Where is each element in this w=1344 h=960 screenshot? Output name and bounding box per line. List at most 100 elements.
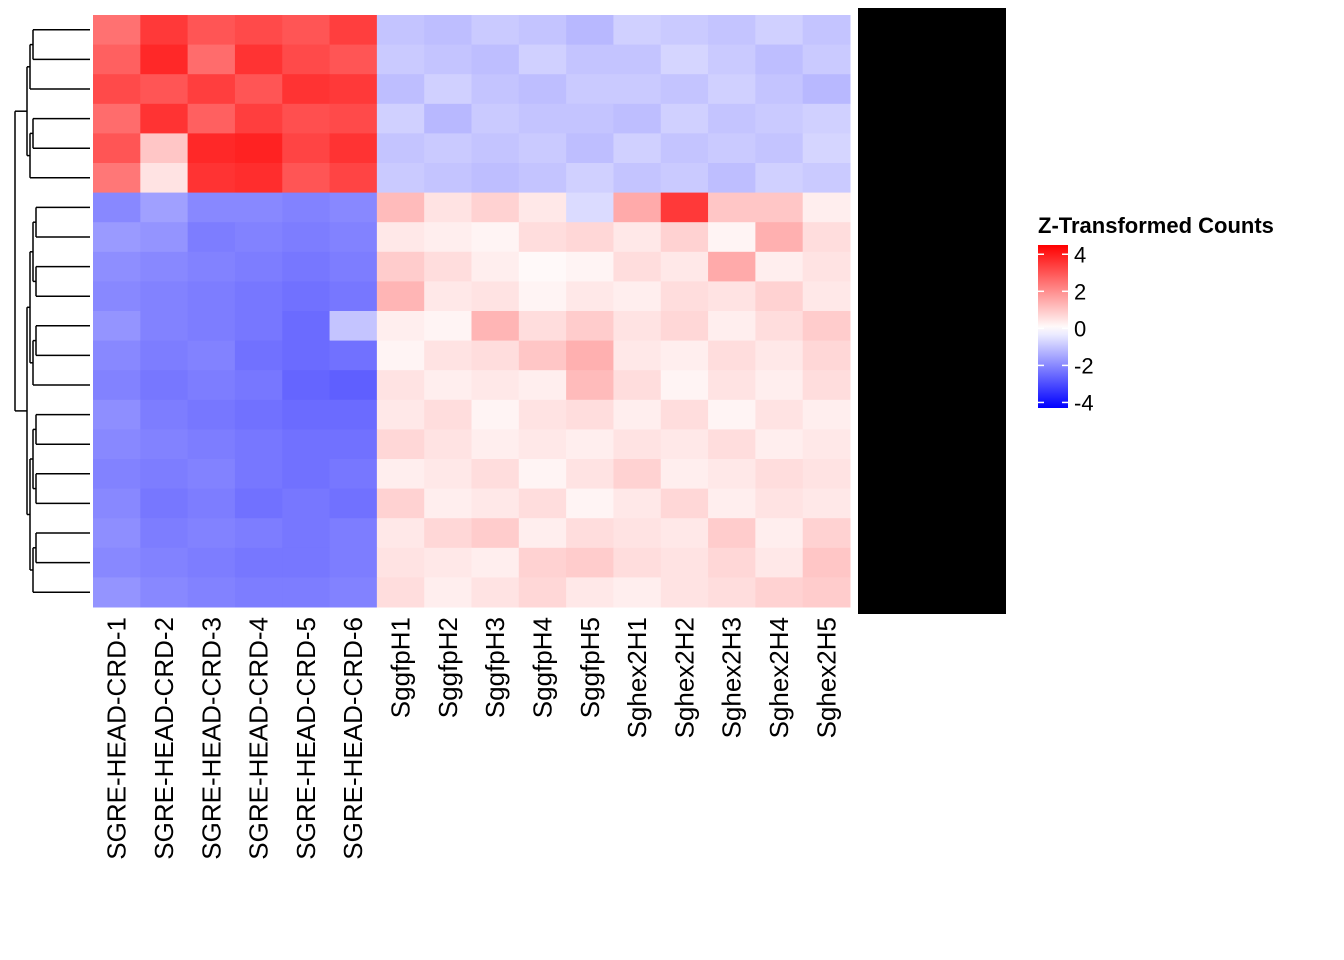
heatmap-cell: [755, 547, 804, 578]
heatmap-cell: [187, 222, 236, 253]
heatmap-cell: [518, 459, 567, 490]
heatmap-cell: [708, 488, 756, 519]
heatmap-cell: [660, 222, 709, 253]
heatmap-cell: [471, 459, 520, 490]
heatmap-cell: [329, 44, 378, 75]
heatmap-cell: [187, 15, 236, 46]
heatmap-cell: [613, 459, 662, 490]
heatmap-cell: [234, 192, 283, 223]
heatmap-cell: [802, 429, 851, 460]
heatmap-cell: [802, 340, 851, 371]
heatmap-cell: [93, 577, 141, 608]
heatmap-cell: [376, 133, 425, 164]
heatmap-cell: [660, 44, 709, 75]
heatmap-cell: [613, 488, 662, 519]
heatmap-cell: [755, 251, 804, 282]
heatmap-cell: [613, 133, 662, 164]
heatmap-cell: [234, 251, 283, 282]
heatmap-cell: [518, 251, 567, 282]
heatmap-cell: [282, 281, 331, 312]
heatmap-cell: [93, 222, 141, 253]
heatmap-cell: [329, 370, 378, 401]
heatmap-cell: [471, 103, 520, 134]
heatmap-cell: [755, 429, 804, 460]
heatmap-cell: [424, 311, 472, 342]
heatmap-cell: [471, 429, 520, 460]
heatmap-cell: [518, 192, 567, 223]
heatmap-cell: [755, 192, 804, 223]
heatmap-cell: [140, 163, 189, 194]
heatmap-cell: [234, 547, 283, 578]
heatmap-cell: [140, 222, 189, 253]
heatmap-cell: [424, 281, 472, 312]
heatmap-cell: [755, 222, 804, 253]
heatmap-cell: [660, 251, 709, 282]
heatmap-cell: [187, 488, 236, 519]
heatmap-cell: [660, 340, 709, 371]
heatmap-cell: [424, 547, 472, 578]
heatmap-cell: [140, 44, 189, 75]
heatmap-cell: [613, 192, 662, 223]
heatmap-cell: [660, 488, 709, 519]
legend-title: Z-Transformed Counts: [1038, 213, 1274, 238]
heatmap-cell: [802, 488, 851, 519]
heatmap-cell: [376, 15, 425, 46]
heatmap-cell: [140, 547, 189, 578]
heatmap-cell: [518, 518, 567, 549]
heatmap-cell: [802, 133, 851, 164]
heatmap-cell: [282, 518, 331, 549]
heatmap-cell: [660, 192, 709, 223]
heatmap-cell: [93, 547, 141, 578]
heatmap-cell: [282, 74, 331, 105]
heatmap-cell: [518, 311, 567, 342]
heatmap-cell: [471, 44, 520, 75]
heatmap-cell: [282, 429, 331, 460]
heatmap-cell: [424, 251, 472, 282]
heatmap-cell: [376, 311, 425, 342]
heatmap-cell: [282, 547, 331, 578]
heatmap-cell: [566, 133, 614, 164]
heatmap-cell: [802, 281, 851, 312]
heatmap-cell: [708, 518, 756, 549]
heatmap-cell: [802, 222, 851, 253]
heatmap-cell: [660, 459, 709, 490]
heatmap-cell: [708, 429, 756, 460]
heatmap-cell: [282, 192, 331, 223]
heatmap-cell: [708, 192, 756, 223]
heatmap-cell: [708, 459, 756, 490]
heatmap-cell: [802, 44, 851, 75]
column-label: Sghex2H4: [764, 617, 794, 738]
heatmap-cell: [566, 311, 614, 342]
heatmap-cell: [329, 192, 378, 223]
heatmap-cell: [566, 44, 614, 75]
heatmap-cell: [660, 133, 709, 164]
heatmap-cell: [424, 192, 472, 223]
heatmap-cell: [234, 281, 283, 312]
heatmap-cell: [613, 577, 662, 608]
heatmap-cell: [518, 133, 567, 164]
heatmap-cell: [708, 44, 756, 75]
heatmap-cell: [234, 429, 283, 460]
heatmap-cell: [424, 429, 472, 460]
heatmap-cell: [234, 340, 283, 371]
heatmap-cell: [471, 399, 520, 430]
heatmap-cell: [660, 103, 709, 134]
heatmap-cell: [613, 311, 662, 342]
heatmap-cell: [755, 15, 804, 46]
heatmap-cell: [187, 370, 236, 401]
heatmap-cell: [566, 577, 614, 608]
heatmap-cell: [518, 577, 567, 608]
heatmap-cell: [187, 251, 236, 282]
heatmap-cell: [140, 459, 189, 490]
heatmap-cell: [329, 488, 378, 519]
heatmap-cell: [376, 488, 425, 519]
heatmap-cell: [187, 340, 236, 371]
heatmap-cell: [424, 399, 472, 430]
heatmap-cell: [708, 103, 756, 134]
heatmap-cell: [282, 488, 331, 519]
heatmap-cell: [329, 74, 378, 105]
heatmap-cell: [566, 103, 614, 134]
heatmap-cell: [802, 163, 851, 194]
heatmap-cell: [471, 133, 520, 164]
